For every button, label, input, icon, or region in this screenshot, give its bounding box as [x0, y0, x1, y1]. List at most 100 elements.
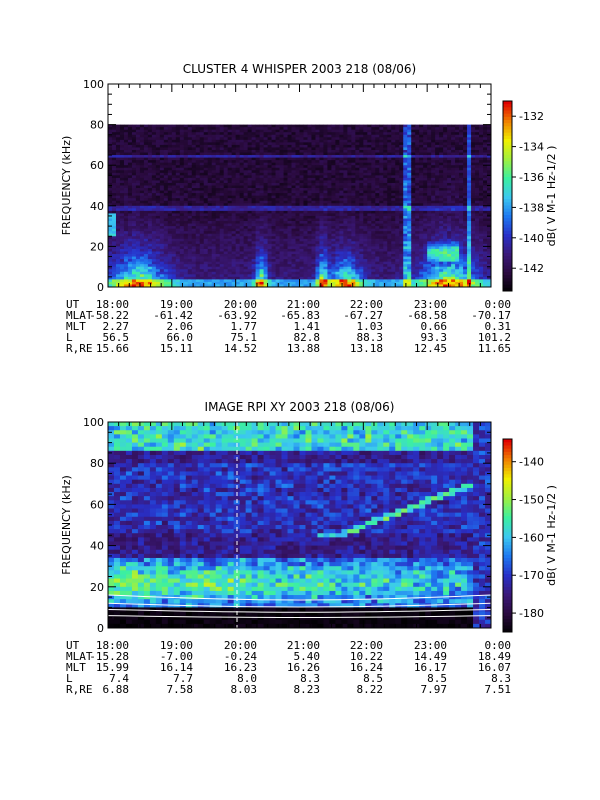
- spectrogram-cell: [111, 254, 117, 257]
- spectrogram-cell: [115, 279, 121, 283]
- spectrogram-cell: [267, 195, 272, 199]
- chart-title: CLUSTER 4 WHISPER 2003 218 (08/06): [183, 62, 416, 76]
- spectrogram-cell: [327, 198, 332, 202]
- spectrogram-cell: [263, 162, 268, 166]
- spectrogram-cell: [219, 284, 225, 288]
- spectrogram-cell: [151, 223, 157, 227]
- spectrogram-cell: [243, 259, 249, 263]
- spectrogram-cell: [163, 147, 169, 151]
- spectrogram-cell: [327, 281, 332, 285]
- spectrogram-cell: [263, 218, 268, 222]
- spectrogram-cell: [183, 284, 189, 288]
- spectrogram-cell: [159, 180, 165, 184]
- spectrogram-cell: [183, 160, 189, 164]
- spectrogram-cell: [191, 248, 197, 252]
- spectrogram-cell: [279, 175, 284, 179]
- spectrogram-cell: [331, 226, 336, 230]
- spectrogram-cell: [271, 195, 276, 199]
- spectrogram-cell: [283, 243, 288, 247]
- spectrogram-cell: [171, 223, 177, 227]
- spectrogram-cell: [319, 193, 324, 197]
- spectrogram-cell: [135, 266, 141, 270]
- spectrogram-cell: [263, 226, 268, 230]
- spectrogram-cell: [123, 236, 129, 240]
- spectrogram-cell: [367, 223, 372, 227]
- spectrogram-cell: [119, 279, 125, 283]
- spectrogram-cell: [259, 215, 264, 219]
- spectrogram-cell: [243, 256, 249, 260]
- spectrogram-cell: [155, 281, 161, 285]
- spectrogram-cell: [115, 221, 121, 224]
- spectrogram-cell: [403, 160, 408, 164]
- spectrogram-cell: [163, 203, 169, 207]
- spectrogram-cell: [323, 236, 328, 240]
- spectrogram-cell: [207, 221, 213, 224]
- spectrogram-cell: [375, 193, 380, 197]
- spectrogram-cell: [203, 180, 209, 184]
- spectrogram-cell: [147, 228, 153, 232]
- spectrogram-cell: [123, 233, 129, 237]
- spectrogram-cell: [191, 157, 197, 161]
- spectrogram-cell: [163, 276, 169, 280]
- spectrogram-cell: [108, 127, 113, 131]
- spectrogram-cell: [135, 162, 141, 166]
- spectrogram-cell: [347, 218, 352, 222]
- spectrogram-cell: [231, 223, 237, 227]
- spectrogram-cell: [119, 162, 125, 166]
- spectrogram-cell: [203, 165, 209, 169]
- spectrogram-cell: [311, 261, 316, 265]
- spectrogram-cell: [131, 182, 137, 186]
- spectrogram-cell: [387, 124, 392, 128]
- spectrogram-cell: [259, 162, 264, 166]
- spectrogram-cell: [111, 165, 117, 169]
- spectrogram-cell: [203, 162, 209, 166]
- spectrogram-cell: [279, 236, 284, 240]
- spectrogram-cell: [127, 137, 133, 141]
- spectrogram-cell: [207, 215, 213, 219]
- spectrogram-cell: [287, 256, 292, 260]
- spectrogram-cell: [323, 238, 328, 242]
- spectrogram-cell: [231, 261, 237, 265]
- spectrogram-cell: [207, 256, 213, 260]
- spectrogram-cell: [279, 226, 284, 230]
- spectrogram-cell: [191, 228, 197, 232]
- spectrogram-cell: [395, 215, 400, 219]
- spectrogram-cell: [263, 142, 268, 146]
- spectrogram-cell: [379, 198, 384, 202]
- spectrogram-cell: [175, 175, 181, 179]
- spectrogram-cell: [111, 177, 117, 181]
- spectrogram-cell: [395, 170, 400, 174]
- spectrogram-cell: [187, 127, 193, 131]
- spectrogram-cell: [171, 129, 177, 133]
- spectrogram-cell: [175, 210, 181, 214]
- spectrogram-cell: [279, 165, 284, 169]
- spectrogram-cell: [231, 271, 237, 275]
- spectrogram-cell: [163, 231, 169, 235]
- spectrogram-cell: [327, 200, 332, 204]
- spectrogram-cell: [247, 210, 253, 214]
- spectrogram-cell: [331, 137, 336, 141]
- spectrogram-cell: [108, 152, 113, 156]
- spectrogram-cell: [283, 233, 288, 237]
- spectrogram-cell: [327, 213, 332, 217]
- spectrogram-cell: [215, 231, 221, 235]
- spectrogram-cell: [231, 175, 237, 179]
- spectrogram-cell: [115, 129, 121, 133]
- spectrogram-cell: [271, 228, 276, 232]
- spectrogram-cell: [127, 149, 133, 153]
- spectrogram-cell: [139, 210, 145, 214]
- spectrogram-cell: [183, 129, 189, 133]
- spectrogram-cell: [391, 182, 396, 186]
- spectrogram-cell: [247, 147, 253, 151]
- spectrogram-cell: [351, 241, 356, 245]
- spectrogram-cell: [159, 162, 165, 166]
- spectrogram-cell: [151, 254, 157, 257]
- spectrogram-cell: [375, 177, 380, 181]
- spectrogram-cell: [247, 223, 253, 227]
- spectrogram-cell: [239, 160, 245, 164]
- spectrogram-cell: [155, 208, 161, 212]
- spectrogram-cell: [259, 259, 264, 263]
- spectrogram-cell: [395, 223, 400, 227]
- spectrogram-cell: [175, 248, 181, 252]
- spectrogram-cell: [199, 190, 205, 194]
